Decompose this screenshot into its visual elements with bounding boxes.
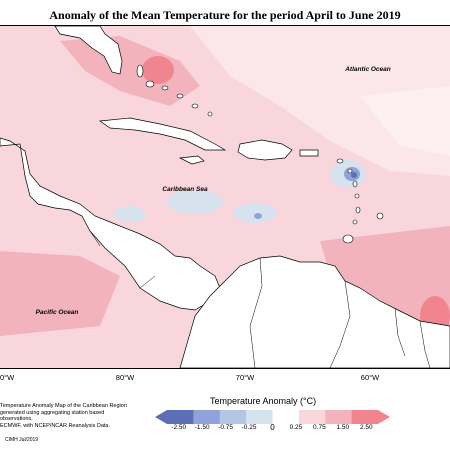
country-borders (89, 230, 431, 368)
legend-colorbar (155, 410, 390, 424)
pacific-warm-patch (0, 251, 120, 336)
atlantic-neutral-zone (190, 26, 450, 176)
map-note: Temperature Anomaly Map of the Caribbean… (0, 403, 135, 429)
legend-arrow-right (378, 410, 390, 424)
legend-swatch (325, 410, 352, 424)
legend-tick-label: 0.75 (313, 424, 326, 431)
map-note-line-1: Temperature Anomaly Map of the Caribbean… (0, 403, 127, 409)
legend-swatches (167, 410, 379, 424)
map-note-line-3: ECMWF, with NCEP/NCAR Reanalysis Data. (0, 422, 111, 429)
legend-swatch (193, 410, 221, 424)
legend-arrow-left (155, 410, 167, 424)
temperature-anomaly-map: Atlantic Ocean Caribbean Sea Pacific Oce… (0, 25, 450, 369)
legend-swatch (219, 410, 247, 424)
south-america-land (179, 255, 450, 368)
legend-tick-label: 0 (270, 423, 275, 432)
cool-patch-west-caribbean (114, 206, 146, 222)
cool-core-south (254, 213, 262, 219)
map-title: Anomaly of the Mean Temperature for the … (49, 8, 401, 22)
jamaica-land (178, 155, 205, 165)
legend-tick-label: -0.75 (218, 424, 234, 431)
legend-tick-label: -1.50 (194, 424, 210, 431)
cool-patch-south-caribbean (233, 203, 277, 223)
legend-title: Temperature Anomaly (°C) (210, 396, 317, 406)
legend-tick-label: -2.50 (171, 424, 187, 431)
bahamas-islands (136, 64, 213, 117)
legend-tick-label: 2.50 (359, 424, 373, 431)
lesser-antilles-islands (336, 158, 384, 244)
atlantic-ocean-label: Atlantic Ocean (344, 66, 391, 73)
caribbean-sea-label: Caribbean Sea (162, 186, 208, 193)
map-note-line-2: generated using aggregating station base… (0, 409, 105, 423)
legend-swatch (246, 410, 273, 424)
legend-swatch (167, 410, 194, 424)
puerto-rico-land (299, 149, 319, 157)
cool-patch-central-caribbean (167, 190, 223, 214)
longitude-80w: 80°W (115, 373, 135, 382)
cuba-land (99, 117, 227, 151)
longitude-70w: 70°W (235, 373, 255, 382)
longitude-60w: 60°W (360, 373, 380, 382)
florida-land (54, 26, 123, 75)
longitude-90w: 90°W (0, 373, 15, 382)
legend-swatch (272, 410, 300, 424)
map-credit: CIMH Jul/2019 (5, 437, 39, 443)
legend-tick-label: 1.50 (336, 424, 350, 431)
legend-tick-label: 0.25 (289, 424, 303, 431)
atlantic-neutral-zone-2 (360, 86, 450, 156)
cool-core-leeward-deep (351, 172, 357, 178)
hispaniola-land (237, 139, 293, 161)
legend-tick-label: -0.25 (241, 424, 257, 431)
legend-swatch (351, 410, 379, 424)
pacific-ocean-label: Pacific Ocean (36, 309, 79, 316)
legend-swatch (298, 410, 326, 424)
hot-spot-north (142, 56, 174, 84)
